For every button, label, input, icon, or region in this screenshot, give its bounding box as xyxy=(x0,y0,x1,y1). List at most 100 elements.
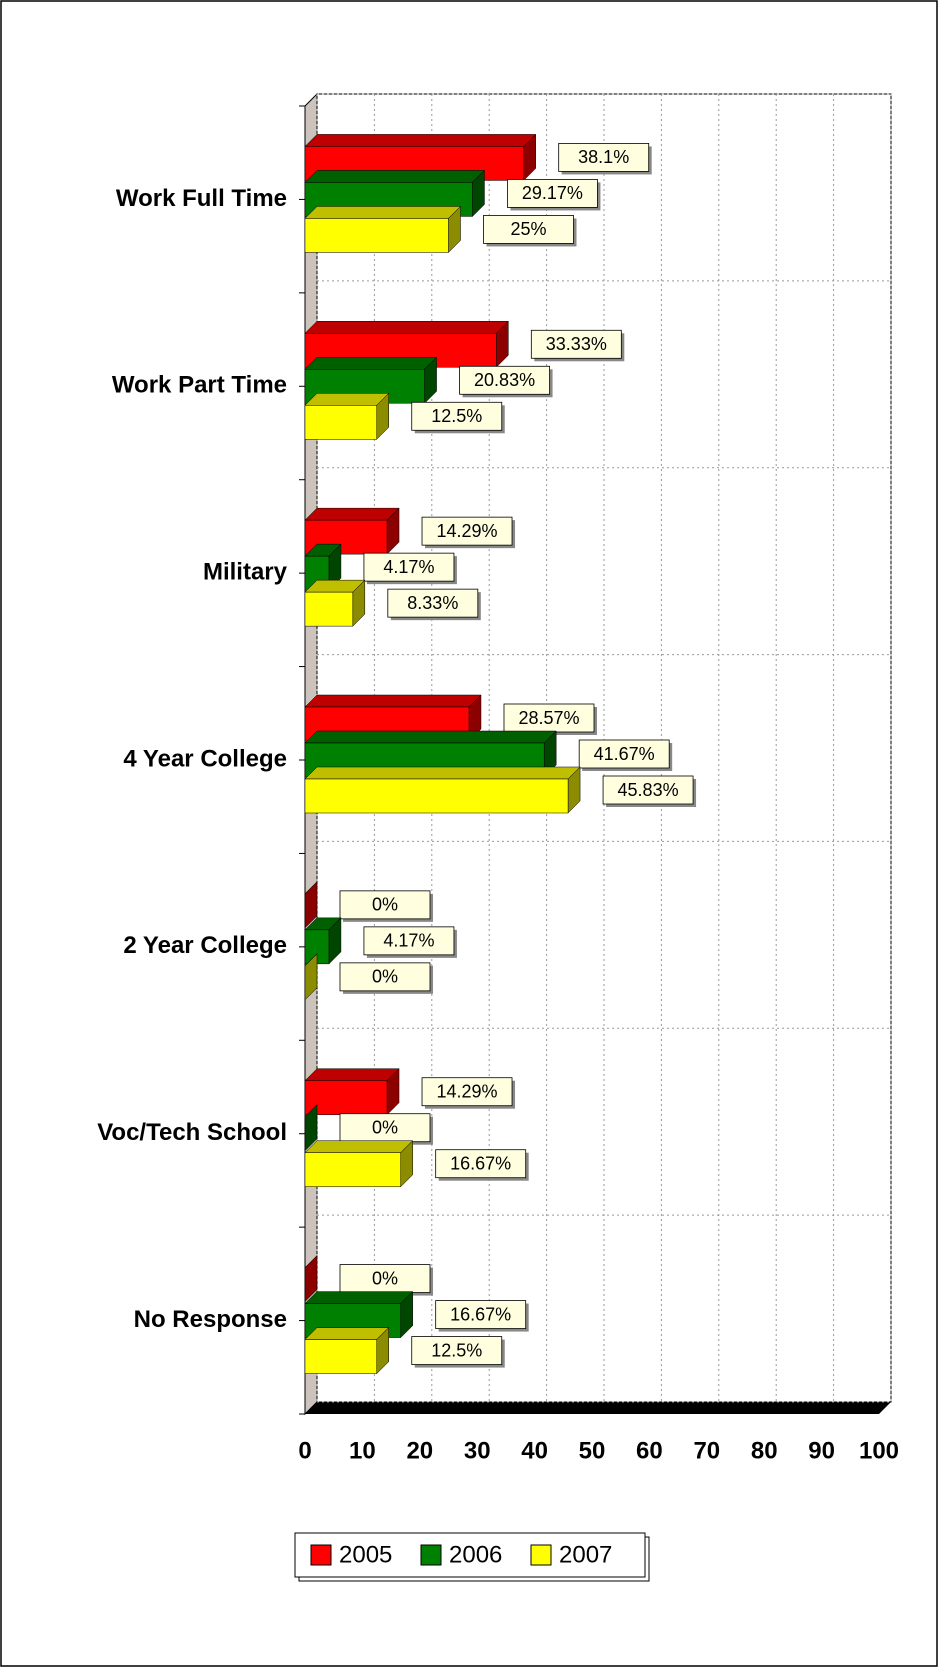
bar-side xyxy=(304,881,318,929)
value-label: 20.83% xyxy=(474,370,535,390)
bar-top xyxy=(304,1291,414,1304)
bar-group xyxy=(304,579,366,627)
value-label-box xyxy=(530,329,622,359)
x-tick-label: 0 xyxy=(298,1437,311,1464)
bar-group xyxy=(304,881,318,929)
bar-top xyxy=(304,694,482,708)
category-label: Work Full Time xyxy=(116,185,287,212)
value-label-box xyxy=(411,401,503,431)
value-label: 14.29% xyxy=(436,1081,497,1101)
bar-group xyxy=(304,356,438,404)
category-label: No Response xyxy=(134,1306,287,1333)
legend-swatch xyxy=(530,1544,552,1566)
bar-group xyxy=(304,205,462,254)
bar-group xyxy=(304,1104,318,1152)
bar-top xyxy=(304,206,462,219)
bar-group xyxy=(304,507,400,555)
category-label: 2 Year College xyxy=(123,932,287,959)
value-label-box xyxy=(339,962,431,992)
bar-group xyxy=(304,917,342,965)
x-tick-label: 30 xyxy=(464,1437,491,1464)
bar-group xyxy=(304,766,581,814)
value-label: 8.33% xyxy=(407,593,458,613)
value-label: 0% xyxy=(372,967,398,987)
bar-group xyxy=(304,1254,318,1303)
bar-group xyxy=(304,1140,414,1188)
value-label: 14.29% xyxy=(436,521,497,541)
bar-group xyxy=(304,694,482,742)
value-label: 38.1% xyxy=(578,147,629,167)
value-label-box xyxy=(435,1300,527,1329)
bar-top xyxy=(304,1068,400,1081)
value-label-box xyxy=(363,926,455,956)
legend-label: 2007 xyxy=(559,1541,612,1568)
bar-top xyxy=(304,170,486,183)
bar-group xyxy=(304,392,390,440)
value-label: 0% xyxy=(372,895,398,915)
x-tick-label: 100 xyxy=(859,1437,899,1464)
bar-top xyxy=(304,1327,390,1340)
bar-top xyxy=(304,393,390,406)
value-label-box xyxy=(507,179,598,208)
x-tick-label: 60 xyxy=(636,1437,663,1464)
value-label-box xyxy=(503,703,595,733)
value-label-box xyxy=(435,1149,527,1179)
value-label-box xyxy=(459,365,550,395)
value-label: 41.67% xyxy=(594,744,655,764)
value-label: 4.17% xyxy=(383,557,434,577)
value-label-box xyxy=(483,215,574,244)
value-label: 12.5% xyxy=(431,406,482,426)
bar-group xyxy=(304,1326,390,1375)
value-label-box xyxy=(421,516,513,546)
x-tick-label: 40 xyxy=(521,1437,548,1464)
value-label-box xyxy=(558,143,650,172)
value-label: 45.83% xyxy=(618,780,679,800)
x-tick-label: 20 xyxy=(406,1437,433,1464)
bar-top xyxy=(304,507,400,521)
bar-top xyxy=(304,766,581,780)
category-label: Voc/Tech School xyxy=(97,1119,287,1146)
value-label-box xyxy=(578,739,670,769)
category-label: Work Part Time xyxy=(112,372,287,399)
floor xyxy=(305,1402,891,1414)
value-label-box xyxy=(411,1336,503,1365)
value-label: 33.33% xyxy=(546,334,607,354)
value-label: 0% xyxy=(372,1268,398,1288)
value-label: 16.67% xyxy=(450,1304,511,1324)
bar-side xyxy=(304,1254,318,1303)
value-label: 16.67% xyxy=(450,1153,511,1173)
bar xyxy=(304,1152,401,1187)
x-tick-label: 50 xyxy=(579,1437,606,1464)
legend-label: 2005 xyxy=(339,1541,392,1568)
bar-top xyxy=(304,134,537,147)
x-tick-label: 80 xyxy=(751,1437,778,1464)
value-label: 12.5% xyxy=(431,1340,482,1360)
bar-group xyxy=(304,953,318,1001)
bar-side xyxy=(304,1104,318,1152)
bar-group xyxy=(304,1068,400,1116)
bar-top xyxy=(304,730,557,744)
value-label-box xyxy=(387,588,479,618)
value-label-box xyxy=(339,1264,431,1293)
bar-side xyxy=(304,953,318,1001)
value-label-box xyxy=(421,1077,513,1107)
value-label: 4.17% xyxy=(383,931,434,951)
value-label-box xyxy=(363,552,455,582)
category-label: 4 Year College xyxy=(123,745,287,772)
legend-label: 2006 xyxy=(449,1541,502,1568)
legend-swatch xyxy=(310,1544,332,1566)
legend-swatch xyxy=(420,1544,442,1566)
bar-top xyxy=(304,357,438,370)
x-tick-label: 90 xyxy=(808,1437,835,1464)
value-label-box xyxy=(602,775,694,805)
bar-top xyxy=(304,321,509,334)
value-label-box xyxy=(339,890,431,920)
x-tick-label: 10 xyxy=(349,1437,376,1464)
value-label: 0% xyxy=(372,1117,398,1137)
bar xyxy=(304,778,569,814)
x-tick-label: 70 xyxy=(693,1437,720,1464)
value-label-box xyxy=(339,1113,431,1143)
bar xyxy=(304,1080,388,1115)
bar xyxy=(304,218,449,253)
